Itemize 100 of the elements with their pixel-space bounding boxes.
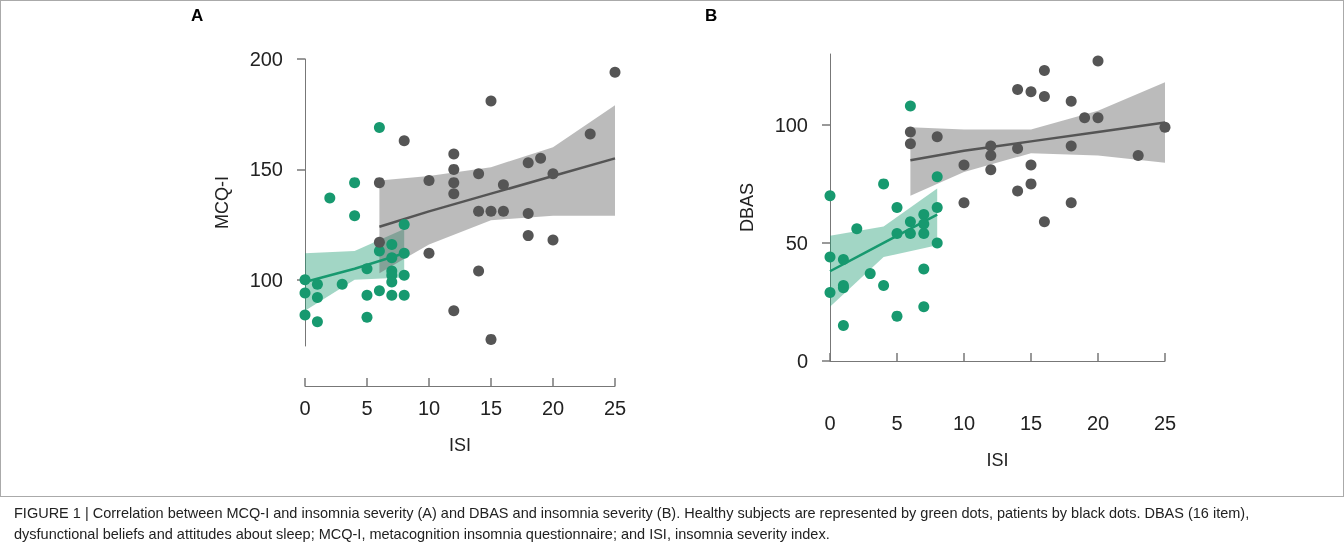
point	[904, 227, 916, 239]
point	[1038, 91, 1050, 102]
point	[361, 289, 373, 301]
y-tick-label: 200	[249, 48, 283, 70]
point	[837, 320, 849, 332]
point	[1038, 65, 1050, 77]
point	[891, 202, 903, 213]
point	[473, 168, 485, 180]
x-tick-label: 20	[1086, 412, 1110, 434]
point	[985, 164, 997, 176]
y-tick-label: 100	[774, 113, 808, 136]
point	[386, 289, 398, 301]
point	[1025, 86, 1037, 98]
x-tick-label: 0	[299, 397, 311, 419]
y-axis-title: DBAS	[737, 182, 757, 233]
chart-title: A	[191, 6, 204, 25]
point	[448, 188, 460, 200]
point	[904, 216, 916, 228]
point	[448, 305, 460, 317]
point	[1065, 95, 1077, 107]
point	[1159, 121, 1171, 133]
point	[522, 208, 534, 220]
point	[918, 218, 930, 230]
point	[878, 178, 890, 190]
point	[361, 311, 373, 323]
point	[361, 263, 373, 275]
point	[931, 202, 943, 213]
point	[1012, 83, 1024, 95]
y-tick-label: 150	[249, 158, 283, 181]
x-tick-label: 25	[1153, 412, 1177, 434]
x-tick-label: 15	[479, 397, 503, 419]
chart-title: B	[705, 6, 718, 25]
point	[311, 316, 323, 328]
point	[864, 268, 876, 280]
point	[386, 238, 398, 250]
point	[1038, 216, 1050, 228]
point	[584, 128, 596, 140]
caption: FIGURE 1 | Correlation between MCQ-I and insomnia severity (A) and DBAS and insomnia severity (B). Healthy subjects are represented by green dots, patients by black dots. DBAS (16 item), dysfunctional beliefs and attitudes about sleep; MCQ-I, metacognition insomnia questionnaire; and ISI, insomnia severity index.	[14, 504, 1251, 544]
point	[824, 251, 836, 263]
point	[336, 278, 348, 290]
y-tick-label: 50	[785, 231, 808, 254]
point	[373, 285, 385, 297]
y-axis-title: MCQ-I	[212, 176, 232, 229]
point	[299, 309, 311, 321]
point	[373, 177, 385, 189]
point	[1065, 197, 1077, 209]
point	[497, 205, 509, 217]
point	[398, 135, 410, 147]
point	[473, 205, 485, 217]
point	[547, 234, 559, 246]
x-axis-title: ISI	[986, 450, 1009, 470]
point	[918, 263, 930, 275]
point	[1025, 178, 1037, 190]
point	[423, 247, 435, 259]
point	[398, 289, 410, 301]
point	[497, 179, 509, 191]
y-tick-label: 0	[796, 350, 808, 372]
point	[398, 269, 410, 281]
point	[1065, 140, 1077, 152]
x-axis-title: ISI	[448, 435, 472, 455]
point	[837, 253, 849, 265]
x-tick-label: 5	[891, 412, 903, 434]
point	[373, 245, 385, 257]
point	[299, 274, 311, 286]
point	[448, 177, 460, 189]
point	[1092, 55, 1104, 67]
point	[904, 100, 916, 112]
point	[985, 140, 997, 152]
point	[1092, 112, 1104, 124]
point	[535, 152, 547, 164]
point	[386, 252, 398, 264]
point	[931, 171, 943, 183]
point	[311, 291, 323, 303]
point	[398, 247, 410, 259]
point	[1079, 112, 1091, 124]
y-tick-label: 100	[249, 268, 283, 291]
point	[448, 148, 460, 160]
point	[891, 310, 903, 322]
point	[609, 66, 621, 78]
point	[1012, 185, 1024, 197]
point	[373, 121, 385, 133]
line-series	[378, 157, 617, 229]
point	[311, 278, 323, 290]
x-tick-label: 10	[417, 397, 441, 419]
point	[522, 230, 534, 242]
point	[299, 287, 311, 299]
point	[485, 95, 497, 107]
point	[547, 168, 559, 180]
point	[878, 279, 890, 291]
point	[824, 287, 836, 299]
point	[958, 197, 970, 209]
point	[373, 236, 385, 248]
x-tick-label: 10	[952, 412, 976, 434]
point	[349, 177, 361, 189]
point	[522, 157, 534, 169]
point	[918, 227, 930, 239]
x-tick-label: 0	[824, 412, 836, 434]
x-tick-label: 20	[541, 397, 565, 419]
point	[485, 205, 497, 217]
point	[349, 210, 361, 222]
